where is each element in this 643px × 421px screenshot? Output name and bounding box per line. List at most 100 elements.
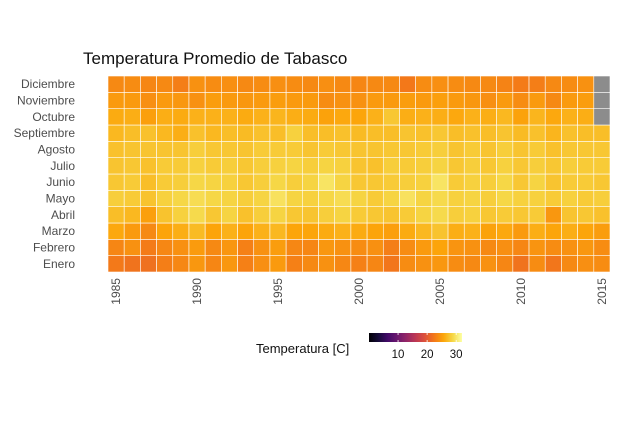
heatmap-cell — [496, 190, 514, 207]
heatmap-cell — [399, 92, 416, 109]
heatmap-cell — [253, 255, 271, 273]
heatmap-cell — [447, 141, 465, 158]
heatmap-cell — [528, 92, 546, 109]
heatmap-cell — [528, 222, 546, 240]
heatmap-cell — [188, 108, 206, 126]
heatmap-cell — [577, 124, 595, 142]
heatmap-cell — [577, 190, 595, 207]
heatmap-cell — [140, 222, 157, 240]
heatmap-cell — [382, 190, 400, 207]
heatmap-cell — [431, 255, 449, 273]
heatmap-cell — [253, 222, 271, 240]
heatmap-cell — [302, 239, 319, 256]
heatmap-cell — [431, 222, 449, 240]
heatmap-cell — [156, 124, 174, 142]
heatmap-cell — [463, 92, 481, 109]
y-tick-label: Diciembre — [21, 77, 75, 91]
heatmap-cell — [318, 255, 336, 273]
heatmap-cell — [156, 239, 174, 256]
heatmap-cell — [593, 92, 611, 109]
heatmap-cell — [463, 157, 481, 175]
heatmap-cell — [463, 124, 481, 142]
heatmap-cell — [269, 108, 287, 126]
heatmap-cell — [253, 141, 271, 158]
heatmap-cell — [107, 239, 125, 256]
heatmap-cell — [415, 206, 433, 224]
heatmap-cell — [512, 206, 530, 224]
heatmap-cell — [447, 255, 465, 273]
heatmap-cell — [463, 75, 481, 93]
y-tick-label: Julio — [50, 159, 75, 173]
legend-ticks: 10 20 30 — [392, 333, 463, 361]
heatmap-cell — [302, 141, 319, 158]
heatmap-cell — [431, 124, 449, 142]
heatmap-cell — [253, 239, 271, 256]
heatmap-cell — [107, 141, 125, 158]
heatmap-cell — [107, 206, 125, 224]
heatmap-cell — [334, 255, 352, 273]
y-tick-label: Febrero — [33, 241, 75, 255]
heatmap-cell — [593, 124, 611, 142]
heatmap-cell — [302, 92, 319, 109]
heatmap-cell — [382, 239, 400, 256]
heatmap-cell — [447, 75, 465, 93]
heatmap-cell — [107, 124, 125, 142]
heatmap-cell — [463, 239, 481, 256]
heatmap-cell — [415, 92, 433, 109]
heatmap-cell — [561, 157, 578, 175]
heatmap-cell — [431, 239, 449, 256]
x-tick-label: 1995 — [271, 278, 285, 305]
heatmap-cell — [123, 75, 141, 93]
heatmap-cell — [593, 190, 611, 207]
heatmap-cell — [269, 190, 287, 207]
heatmap-cell — [221, 173, 238, 191]
heatmap-cell — [496, 255, 514, 273]
heatmap-cell — [204, 239, 222, 256]
heatmap-cell — [366, 222, 384, 240]
x-tick-label: 1990 — [190, 278, 204, 305]
heatmap-cell — [285, 222, 303, 240]
heatmap-cell — [431, 141, 449, 158]
heatmap-cell — [269, 173, 287, 191]
heatmap-cell — [269, 157, 287, 175]
heatmap-cell — [123, 124, 141, 142]
heatmap-cell — [350, 173, 368, 191]
heatmap-cell — [366, 206, 384, 224]
heatmap-cell — [188, 239, 206, 256]
heatmap-cell — [577, 255, 595, 273]
heatmap-cell — [253, 92, 271, 109]
heatmap-cell — [156, 75, 174, 93]
heatmap-cell — [221, 92, 238, 109]
heatmap-cell — [399, 173, 416, 191]
heatmap-cell — [140, 255, 157, 273]
heatmap-cell — [528, 108, 546, 126]
heatmap-cell — [544, 255, 562, 273]
heatmap-cell — [366, 141, 384, 158]
y-tick-label: Octubre — [32, 110, 75, 124]
heatmap-cell — [496, 92, 514, 109]
heatmap-cell — [528, 173, 546, 191]
heatmap-cell — [318, 190, 336, 207]
heatmap-cell — [285, 92, 303, 109]
heatmap-cell — [253, 206, 271, 224]
heatmap-cell — [221, 206, 238, 224]
heatmap-cell — [350, 75, 368, 93]
heatmap-cell — [204, 75, 222, 93]
heatmap-cell — [480, 157, 497, 175]
heatmap-cell — [577, 173, 595, 191]
heatmap-cell — [237, 157, 255, 175]
heatmap-cell — [318, 75, 336, 93]
heatmap-cell — [544, 206, 562, 224]
heatmap-cell — [123, 92, 141, 109]
heatmap-cell — [188, 157, 206, 175]
heatmap-cell — [269, 75, 287, 93]
heatmap-cell — [302, 124, 319, 142]
heatmap-cell — [334, 157, 352, 175]
heatmap-cell — [302, 157, 319, 175]
heatmap-cell — [544, 190, 562, 207]
heatmap-cell — [561, 239, 578, 256]
heatmap-cell — [123, 255, 141, 273]
heatmap-cell — [382, 206, 400, 224]
heatmap-cell — [544, 173, 562, 191]
heatmap-cell — [221, 108, 238, 126]
